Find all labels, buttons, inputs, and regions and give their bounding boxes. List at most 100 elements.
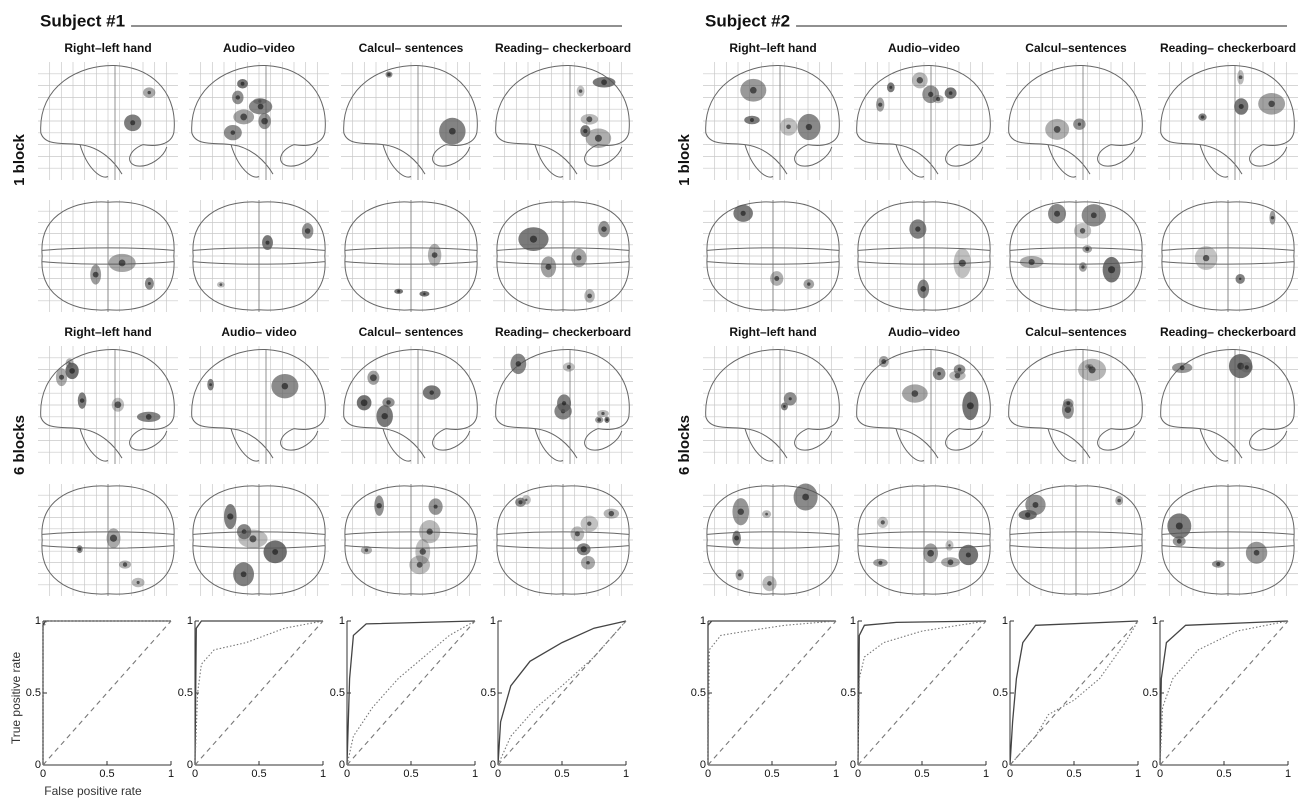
activation-core	[788, 397, 792, 401]
activation-core	[265, 240, 270, 245]
activation-core	[59, 374, 65, 380]
y-tick-label: 0	[35, 759, 41, 771]
column-title: Calcul–sentences	[1025, 41, 1127, 55]
x-axis-label: False positive rate	[44, 784, 142, 798]
activation-core	[449, 127, 456, 135]
activation-blobs	[780, 392, 797, 411]
activation-core	[774, 276, 780, 281]
activation-core	[880, 520, 885, 525]
roc-curve	[194, 620, 324, 766]
activation-core	[749, 118, 754, 122]
activation-blobs	[1172, 353, 1253, 379]
brain-outline-sagittal	[1008, 348, 1143, 462]
y-tick-label: 0.5	[330, 687, 345, 699]
activation-core	[281, 382, 289, 390]
activation-blobs	[1018, 494, 1124, 520]
roc-curve	[1009, 620, 1139, 766]
activation-blobs	[385, 71, 466, 145]
roc-curve	[1159, 620, 1289, 766]
activation-core	[433, 504, 438, 509]
x-tick-label: 1	[320, 768, 326, 780]
activation-core	[1175, 522, 1183, 530]
activation-core	[515, 361, 522, 367]
activation-core	[1270, 216, 1275, 220]
brain-outline-sagittal	[1008, 64, 1143, 178]
activation-core	[767, 581, 772, 586]
activation-core	[304, 228, 311, 234]
activation-core	[249, 535, 257, 543]
y-axis-label: True positive rate	[9, 652, 23, 745]
activation-core	[786, 124, 791, 130]
activation-blobs	[356, 370, 441, 428]
activation-core	[738, 573, 742, 577]
activation-core	[518, 500, 523, 505]
activation-blobs	[576, 77, 616, 148]
activation-core	[1237, 362, 1245, 370]
brain-outline-sagittal	[705, 64, 840, 178]
activation-core	[545, 263, 552, 270]
x-tick-label: 0.5	[554, 768, 569, 780]
activation-core	[605, 418, 609, 422]
x-tick-label: 1	[833, 768, 839, 780]
activation-core	[387, 72, 391, 77]
activation-core	[114, 401, 122, 409]
brain-outline-sagittal	[40, 348, 175, 462]
activation-core	[122, 562, 128, 567]
activation-core	[1108, 266, 1116, 274]
x-tick-label: 0	[855, 768, 861, 780]
x-tick-label: 0.5	[914, 768, 929, 780]
activation-blobs	[224, 503, 287, 587]
activation-core	[130, 120, 136, 126]
row-label: 6 blocks	[11, 415, 28, 475]
activation-core	[881, 359, 887, 365]
activation-core	[426, 528, 433, 535]
x-tick-label: 1	[168, 768, 174, 780]
activation-core	[381, 412, 388, 420]
activation-core	[749, 86, 757, 94]
column-title: Reading– checkerboard	[1160, 41, 1296, 55]
y-tick-label: 1	[187, 615, 193, 627]
activation-core	[583, 128, 588, 134]
column-title: Right–left hand	[64, 325, 151, 339]
activation-core	[423, 292, 426, 296]
activation-core	[1200, 115, 1205, 119]
subject-title: Subject #1	[40, 11, 125, 30]
activation-core	[227, 513, 234, 520]
activation-core	[1202, 254, 1210, 262]
y-tick-label: 0.5	[178, 687, 193, 699]
activation-blobs	[732, 483, 818, 592]
y-tick-label: 0.5	[26, 687, 41, 699]
activation-core	[916, 77, 924, 84]
column-title: Calcul– sentences	[359, 41, 464, 55]
y-tick-label: 0.5	[1143, 687, 1158, 699]
activation-core	[578, 89, 583, 93]
activation-blobs	[518, 220, 610, 303]
y-tick-label: 0	[187, 759, 193, 771]
activation-core	[911, 390, 919, 397]
activation-core	[878, 102, 883, 107]
activation-blobs	[76, 528, 145, 588]
activation-core	[118, 259, 126, 267]
activation-core	[1179, 365, 1185, 371]
activation-core	[920, 286, 927, 292]
activation-core	[1117, 498, 1121, 503]
y-tick-label: 1	[700, 615, 706, 627]
brain-outline-sagittal	[495, 64, 630, 178]
activation-core	[958, 259, 966, 267]
roc-curve	[497, 620, 627, 766]
activation-core	[586, 560, 590, 565]
glass-grid	[341, 62, 481, 180]
brain-outline-sagittal	[856, 348, 991, 462]
activation-core	[948, 544, 951, 547]
x-tick-label: 1	[1135, 768, 1141, 780]
activation-core	[915, 226, 921, 232]
activation-core	[145, 414, 152, 420]
activation-core	[1088, 366, 1096, 374]
roc-curve	[1009, 620, 1139, 766]
activation-blobs	[909, 219, 972, 299]
activation-core	[386, 400, 391, 405]
activation-blobs	[873, 516, 979, 568]
glass-grid	[493, 62, 633, 180]
row-label: 6 blocks	[676, 415, 693, 475]
